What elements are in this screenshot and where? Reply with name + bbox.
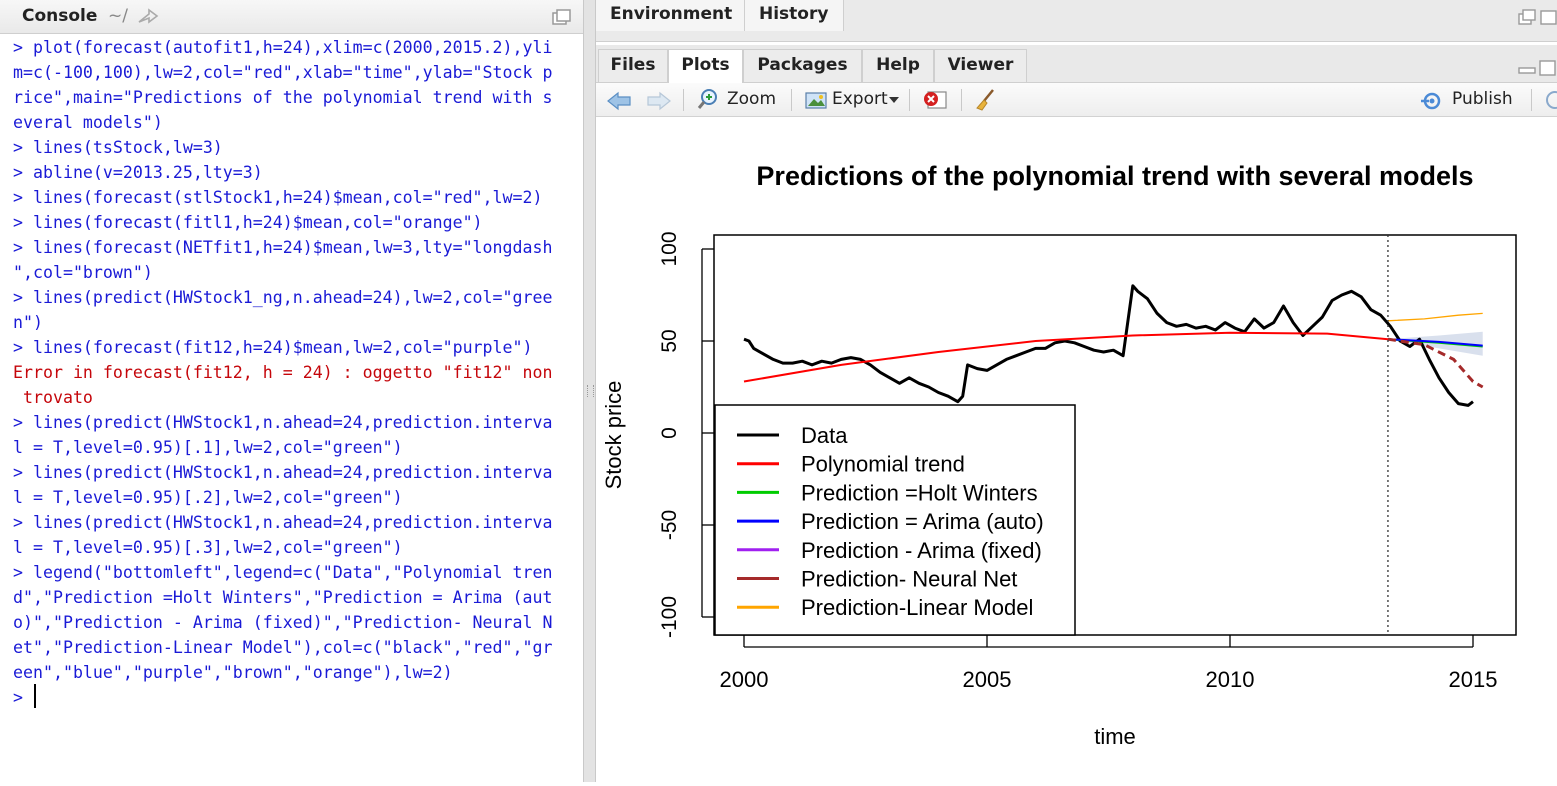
- console-line: l = T,level=0.95)[.3],lw=2,col="green"): [13, 538, 403, 557]
- export-dropdown-caret-icon[interactable]: [889, 97, 899, 103]
- console-line: > lines(predict(HWStock1,n.ahead=24,pred…: [13, 463, 553, 482]
- console-line: > lines(predict(HWStock1,n.ahead=24,pred…: [13, 413, 553, 432]
- console-line: et","Prediction-Linear Model"),col=c("bl…: [13, 638, 553, 657]
- tab-viewer[interactable]: Viewer: [934, 49, 1027, 82]
- tab-files[interactable]: Files: [598, 49, 668, 82]
- legend-label: Prediction = Arima (auto): [801, 509, 1044, 534]
- export-button[interactable]: Export: [832, 89, 888, 109]
- x-tick-label: 2005: [963, 667, 1012, 692]
- console-line: n"): [13, 313, 43, 332]
- console-line: > lines(forecast(stlStock1,h=24)$mean,co…: [13, 188, 543, 207]
- publish-button[interactable]: Publish: [1452, 89, 1513, 109]
- console-line: ",col="brown"): [13, 263, 153, 282]
- y-tick-label: -100: [658, 596, 681, 638]
- legend-label: Prediction- Neural Net: [801, 567, 1017, 592]
- tab-packages[interactable]: Packages: [743, 49, 862, 82]
- series-line-0: [743, 284, 1474, 407]
- console-line: d","Prediction =Holt Winters","Predictio…: [13, 588, 553, 607]
- console-line: m=c(-100,100),lw=2,col="red",xlab="time"…: [13, 63, 553, 82]
- y-tick-label: -50: [658, 510, 681, 540]
- console-header: Console ~/: [0, 0, 583, 34]
- plot-frame: [713, 234, 1517, 636]
- console-line: > plot(forecast(autofit1,h=24),xlim=c(20…: [13, 38, 553, 57]
- publish-options-icon[interactable]: [1543, 90, 1557, 110]
- tab-plots[interactable]: Plots: [668, 49, 743, 83]
- toolbar-separator: [1531, 89, 1532, 111]
- plot-viewer: Predictions of the polynomial trend with…: [596, 117, 1557, 782]
- y-tick-label: 100: [658, 231, 681, 266]
- splitter-grip-icon: [587, 385, 594, 397]
- tab-help[interactable]: Help: [862, 49, 934, 82]
- export-image-icon[interactable]: [805, 90, 827, 110]
- legend-label: Prediction-Linear Model: [801, 595, 1033, 620]
- prediction-interval-band: [1387, 331, 1483, 356]
- goto-directory-icon[interactable]: [137, 8, 159, 26]
- plots-toolbar: Zoom Export Publish: [596, 83, 1557, 117]
- console-line: > lines(forecast(fitl1,h=24)$mean,col="o…: [13, 213, 483, 232]
- toolbar-separator: [909, 89, 910, 111]
- console-line: >: [13, 688, 33, 707]
- console-cursor[interactable]: [34, 684, 36, 708]
- x-tick-label: 2015: [1449, 667, 1498, 692]
- maximize-pane-icon[interactable]: [551, 8, 573, 26]
- plots-tabbar: Files Plots Packages Help Viewer: [596, 45, 1557, 83]
- console-line: l = T,level=0.95)[.1],lw=2,col="green"): [13, 438, 403, 457]
- console-path: ~/: [108, 6, 128, 26]
- back-arrow-icon[interactable]: [606, 91, 632, 111]
- x-axis-label: time: [1094, 724, 1136, 749]
- series-line-3: [1387, 338, 1483, 347]
- y-tick-label: 50: [658, 329, 681, 352]
- console-error-line: Error in forecast(fit12, h = 24) : ogget…: [13, 363, 553, 382]
- tab-history[interactable]: History: [745, 0, 844, 31]
- forward-arrow-icon[interactable]: [646, 91, 672, 111]
- toolbar-separator: [791, 89, 792, 111]
- legend-label: Polynomial trend: [801, 452, 965, 477]
- legend-label: Prediction =Holt Winters: [801, 480, 1038, 505]
- zoom-icon[interactable]: [697, 88, 719, 110]
- console-line: een","blue","purple","brown","orange"),l…: [13, 663, 453, 682]
- y-axis-label: Stock price: [601, 381, 626, 490]
- console-line: o)","Prediction - Arima (fixed)","Predic…: [13, 613, 553, 632]
- console-line: l = T,level=0.95)[.2],lw=2,col="green"): [13, 488, 403, 507]
- series-line-4: [1387, 337, 1484, 389]
- console-line: everal models"): [13, 113, 163, 132]
- forecast-chart: Predictions of the polynomial trend with…: [601, 161, 1517, 749]
- console-line: > lines(tsStock,lw=3): [13, 138, 223, 157]
- console-line: > abline(v=2013.25,lty=3): [13, 163, 263, 182]
- zoom-button[interactable]: Zoom: [727, 89, 777, 109]
- legend-label: Data: [801, 423, 848, 448]
- legend-label: Prediction - Arima (fixed): [801, 538, 1042, 563]
- pane-window-controls-icon[interactable]: [1518, 8, 1557, 26]
- pane-splitter[interactable]: [583, 0, 596, 782]
- console-title[interactable]: Console: [22, 6, 98, 26]
- x-tick-label: 2000: [720, 667, 769, 692]
- remove-plot-icon[interactable]: [922, 89, 948, 111]
- console-error-line: trovato: [13, 388, 93, 407]
- series-line-5: [1387, 312, 1483, 322]
- console-output[interactable]: > plot(forecast(autofit1,h=24),xlim=c(20…: [0, 35, 583, 782]
- environment-pane: Environment History: [596, 0, 1557, 42]
- console-line: > lines(forecast(fit12,h=24)$mean,lw=2,c…: [13, 338, 533, 357]
- toolbar-separator: [683, 89, 684, 111]
- plots-pane: Files Plots Packages Help Viewer Zoom E: [596, 45, 1557, 782]
- console-line: > legend("bottomleft",legend=c("Data","P…: [13, 563, 553, 582]
- console-line: > lines(forecast(NETfit1,h=24)$mean,lw=3…: [13, 238, 553, 257]
- x-tick-label: 2010: [1206, 667, 1255, 692]
- chart-title: Predictions of the polynomial trend with…: [756, 161, 1473, 191]
- console-line: rice",main="Predictions of the polynomia…: [13, 88, 553, 107]
- y-tick-label: 0: [658, 427, 681, 439]
- console-line: > lines(predict(HWStock1,n.ahead=24,pred…: [13, 513, 553, 532]
- pane-window-controls-icon[interactable]: [1516, 59, 1557, 77]
- publish-icon[interactable]: [1420, 91, 1444, 111]
- clear-all-plots-broom-icon[interactable]: [973, 88, 997, 112]
- toolbar-separator: [961, 89, 962, 111]
- console-pane: Console ~/ > plot(forecast(autofit1,h=24…: [0, 0, 583, 782]
- console-line: > lines(predict(HWStock1_ng,n.ahead=24),…: [13, 288, 553, 307]
- series-line-1: [743, 331, 1389, 383]
- tab-environment[interactable]: Environment: [596, 0, 745, 31]
